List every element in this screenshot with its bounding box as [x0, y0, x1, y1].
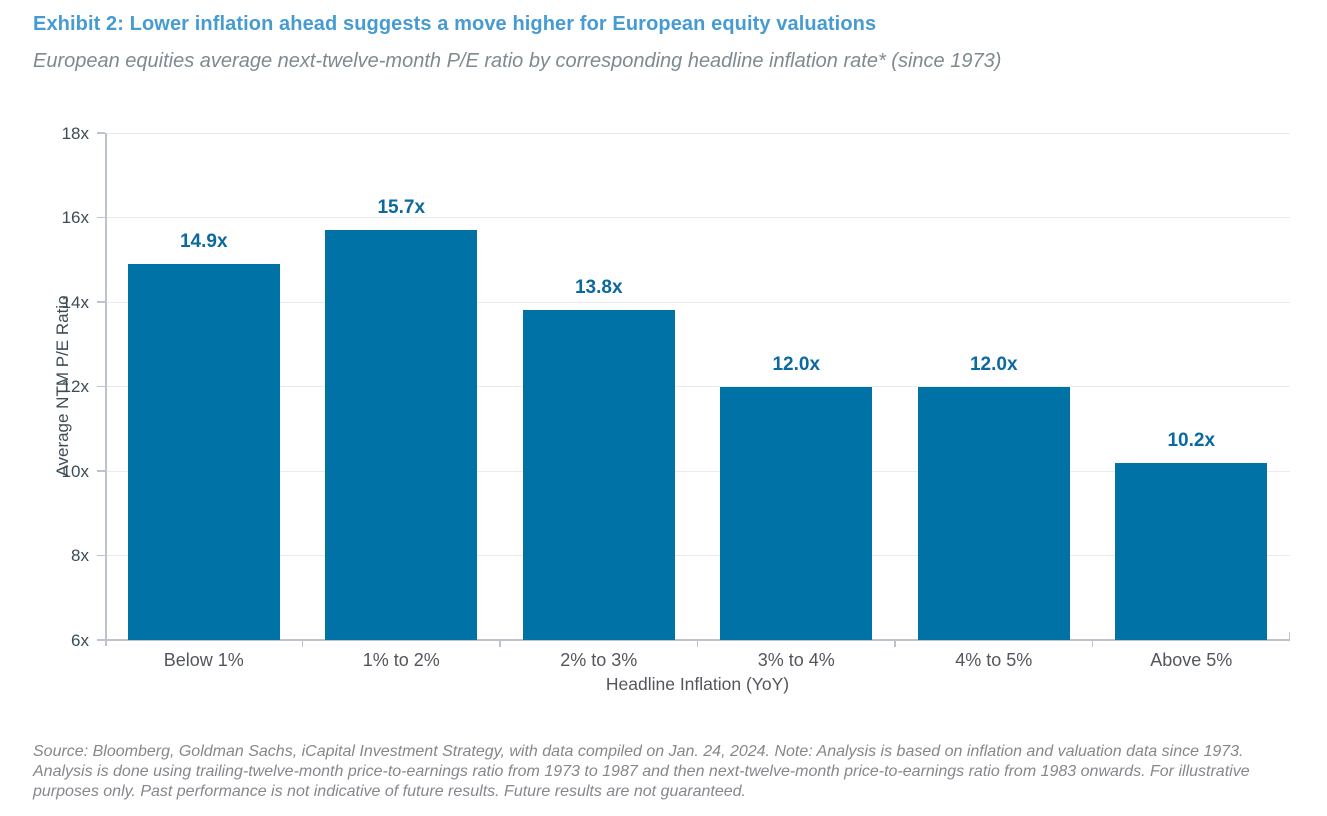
bar — [127, 263, 280, 640]
h-gridline — [105, 301, 1290, 303]
x-category-label: 4% to 5% — [955, 650, 1033, 670]
y-tick-label: 6x — [71, 630, 89, 650]
x-category-label: 2% to 3% — [560, 650, 638, 670]
bar-value-label: 14.9x — [179, 230, 228, 252]
h-gridline — [105, 386, 1290, 387]
y-tick-label: 10x — [61, 461, 89, 481]
h-gridline — [105, 470, 1290, 472]
h-gridline — [105, 217, 1290, 218]
bar — [720, 386, 873, 640]
h-gridline — [105, 132, 1290, 134]
y-axis-tick — [97, 301, 105, 303]
h-gridline — [105, 555, 1290, 556]
y-tick-label: 8x — [71, 546, 89, 565]
x-axis-title: Headline Inflation (YoY) — [605, 674, 790, 694]
y-axis-tick — [97, 216, 105, 219]
bar-chart: Average NTM P/E Ratio 6x 8x 10x 12x 14x 16x 18… — [53, 123, 1290, 694]
x-axis-tick — [499, 640, 501, 647]
bar — [917, 386, 1070, 640]
bar — [522, 310, 675, 640]
exhibit-subtitle: European equities average next-twelve-mo… — [33, 50, 1002, 72]
bar-value-label: 12.0x — [969, 353, 1018, 375]
x-axis-tick — [894, 640, 896, 647]
x-category-label: Below 1% — [163, 650, 244, 670]
y-tick-label: 18x — [61, 123, 89, 143]
x-axis-end-tick — [1288, 632, 1290, 640]
y-axis-tick — [97, 554, 105, 557]
x-axis-tick — [1091, 640, 1094, 647]
bar-value-label: 15.7x — [377, 197, 426, 219]
y-tick-label: 12x — [61, 377, 89, 396]
x-category-label: 3% to 4% — [757, 650, 835, 670]
source-note: Source: Bloomberg, Goldman Sachs, iCapit… — [33, 743, 1250, 800]
y-tick-label: 16x — [61, 208, 89, 227]
exhibit-title: Exhibit 2: Lower inflation ahead suggest… — [33, 13, 877, 35]
y-axis-tick — [97, 470, 105, 472]
y-axis-tick — [97, 639, 105, 641]
x-category-label: Above 5% — [1150, 650, 1233, 670]
bar-value-label: 12.0x — [772, 353, 821, 375]
bar — [325, 230, 478, 640]
y-axis-tick — [97, 385, 105, 388]
bar-value-label: 10.2x — [1167, 429, 1216, 451]
x-axis-tick — [696, 640, 699, 647]
plot-area: 6x 8x 10x 12x 14x 16x 18x 14.9x Below 1% 15.7x 1% … — [61, 123, 1290, 670]
y-tick-label: 14x — [61, 292, 89, 312]
y-axis-tick — [97, 132, 105, 134]
y-axis-line — [105, 133, 107, 646]
bar — [1115, 462, 1268, 640]
bar-value-label: 13.8x — [574, 277, 623, 299]
x-category-label: 1% to 2% — [362, 650, 440, 670]
x-axis-tick — [301, 640, 304, 647]
